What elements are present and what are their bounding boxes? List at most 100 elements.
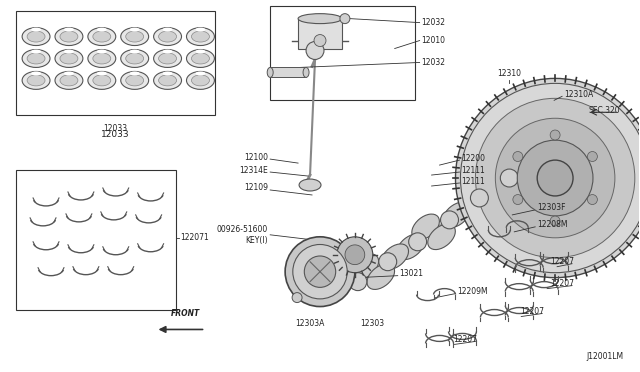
Circle shape [476,98,635,258]
Circle shape [456,78,640,278]
Circle shape [588,151,597,161]
Circle shape [500,169,518,187]
Circle shape [349,273,367,291]
Text: 122071: 122071 [180,233,209,242]
Ellipse shape [163,71,173,76]
Circle shape [293,244,347,299]
Ellipse shape [303,67,309,77]
Ellipse shape [130,49,140,54]
Ellipse shape [31,49,41,54]
Circle shape [345,245,365,264]
Text: 12200: 12200 [461,154,486,163]
Ellipse shape [64,71,74,76]
Text: 12303F: 12303F [537,203,566,212]
Ellipse shape [27,31,45,42]
Bar [16,11,216,115]
Circle shape [379,253,397,271]
Ellipse shape [428,224,455,250]
Text: 12209M: 12209M [458,287,488,296]
Circle shape [337,237,373,273]
Text: 12207: 12207 [550,257,574,266]
Ellipse shape [31,28,41,32]
Text: 12208M: 12208M [537,220,568,230]
Ellipse shape [186,71,214,89]
Text: FRONT: FRONT [171,308,200,318]
Ellipse shape [121,71,148,89]
Ellipse shape [22,49,50,67]
Circle shape [304,256,336,288]
Ellipse shape [298,14,342,23]
Ellipse shape [459,192,486,218]
Ellipse shape [27,53,45,64]
Text: J12001LM: J12001LM [587,352,624,361]
Text: 13021: 13021 [400,269,424,278]
Ellipse shape [125,75,143,86]
Ellipse shape [381,244,408,269]
Text: 12310: 12310 [497,70,522,78]
Ellipse shape [163,28,173,32]
Text: 12032: 12032 [422,18,445,27]
Circle shape [292,293,302,302]
Circle shape [409,233,427,251]
Bar [298,19,342,48]
Text: SEC.320: SEC.320 [589,106,621,115]
Ellipse shape [267,67,273,77]
Ellipse shape [121,28,148,45]
Ellipse shape [125,31,143,42]
Text: KEY(I): KEY(I) [246,236,268,245]
Ellipse shape [195,49,205,54]
Ellipse shape [195,71,205,76]
Circle shape [314,35,326,46]
Circle shape [440,211,458,229]
Text: 12100: 12100 [244,153,268,161]
Ellipse shape [60,31,78,42]
Ellipse shape [159,53,177,64]
Ellipse shape [163,49,173,54]
Ellipse shape [121,49,148,67]
Text: 12033: 12033 [104,124,128,133]
Text: 12109: 12109 [244,183,268,192]
Circle shape [513,151,523,161]
Text: 12033: 12033 [102,130,130,139]
Ellipse shape [367,264,395,289]
Ellipse shape [55,71,83,89]
Ellipse shape [93,31,111,42]
Circle shape [460,83,640,273]
Ellipse shape [397,234,424,260]
Text: 12032: 12032 [422,58,445,67]
Circle shape [517,140,593,216]
Ellipse shape [443,202,470,228]
Ellipse shape [130,28,140,32]
Circle shape [495,118,615,238]
Ellipse shape [55,49,83,67]
Ellipse shape [191,53,209,64]
Ellipse shape [64,28,74,32]
Text: 12207: 12207 [550,279,574,288]
Circle shape [306,42,324,60]
Ellipse shape [130,71,140,76]
Circle shape [588,195,597,205]
Ellipse shape [64,49,74,54]
Ellipse shape [186,49,214,67]
Text: 12111: 12111 [461,177,485,186]
Ellipse shape [31,71,41,76]
Bar [270,67,306,77]
Ellipse shape [191,75,209,86]
Text: 12303A: 12303A [295,319,324,328]
Ellipse shape [191,31,209,42]
Text: 12207: 12207 [520,307,544,316]
Ellipse shape [351,254,379,279]
Ellipse shape [412,214,440,240]
Circle shape [470,189,488,207]
Ellipse shape [60,53,78,64]
Circle shape [513,195,523,205]
Ellipse shape [299,179,321,191]
Text: 12303: 12303 [360,319,384,328]
Text: 12207: 12207 [453,335,477,344]
Ellipse shape [186,28,214,45]
Ellipse shape [488,180,516,206]
Ellipse shape [55,28,83,45]
Ellipse shape [154,49,182,67]
Ellipse shape [97,49,107,54]
Circle shape [537,160,573,196]
